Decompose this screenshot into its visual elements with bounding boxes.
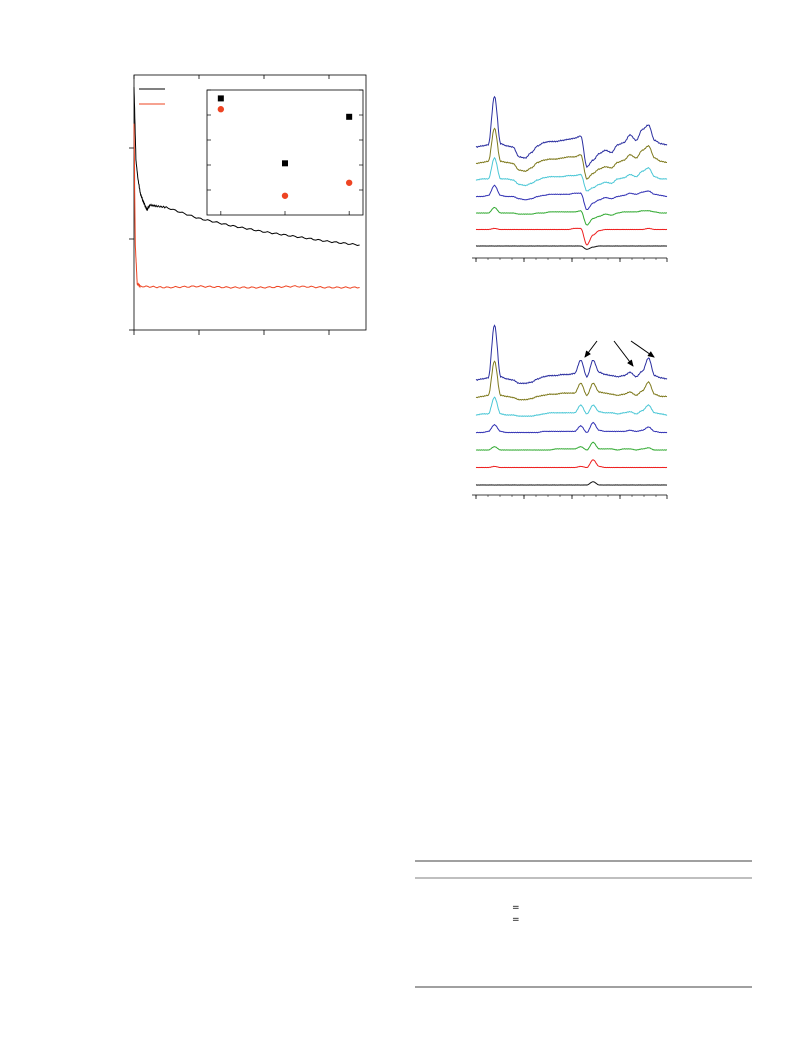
spectrum-cyan bbox=[475, 396, 668, 417]
annotation-arrow bbox=[613, 340, 634, 367]
inset-point-circle bbox=[345, 179, 353, 186]
inset-point-square bbox=[346, 113, 353, 120]
spectrum-blue bbox=[475, 421, 668, 434]
annotation-arrow bbox=[630, 340, 655, 358]
spectrum-green bbox=[475, 206, 667, 226]
spectrum-olive bbox=[475, 360, 668, 401]
spectrum-cyan bbox=[475, 156, 668, 192]
spectrum-navy bbox=[475, 95, 668, 169]
inset-point-circle bbox=[281, 192, 289, 199]
lower-spectra-series bbox=[475, 324, 668, 486]
table bbox=[415, 860, 752, 988]
spectrum-black_spec bbox=[475, 481, 668, 486]
series-line-black bbox=[133, 87, 360, 247]
left-chart-frame bbox=[133, 74, 367, 331]
lower-spectra-chart bbox=[472, 324, 668, 499]
inset-point-square bbox=[217, 95, 224, 102]
upper-spectra-series bbox=[475, 95, 668, 250]
series-line-red bbox=[133, 123, 360, 289]
spectrum-green bbox=[475, 441, 667, 451]
inset-point-square bbox=[282, 160, 288, 167]
lower-x-ticks bbox=[475, 495, 668, 499]
spectrum-red_spec bbox=[475, 227, 668, 246]
inset-ticks bbox=[207, 89, 363, 215]
table-double-bond-mark: = bbox=[512, 903, 520, 913]
spectrum-black_spec bbox=[475, 245, 668, 250]
lower-annotation-arrows bbox=[584, 340, 655, 367]
left-chart-ticks bbox=[129, 75, 330, 335]
spectrum-red_spec bbox=[475, 459, 668, 469]
left-chart bbox=[129, 74, 367, 335]
upper-spectra-chart bbox=[472, 95, 668, 262]
table-double-bond-mark: = bbox=[512, 915, 520, 925]
annotation-arrow bbox=[584, 340, 598, 358]
spectrum-olive bbox=[475, 127, 667, 181]
upper-x-ticks bbox=[475, 258, 668, 262]
spectrum-navy bbox=[475, 324, 668, 385]
inset-chart bbox=[206, 89, 364, 216]
inset-points bbox=[217, 95, 353, 199]
left-chart-series bbox=[133, 87, 360, 289]
inset-point-circle bbox=[217, 106, 225, 113]
spectrum-blue bbox=[475, 184, 668, 210]
